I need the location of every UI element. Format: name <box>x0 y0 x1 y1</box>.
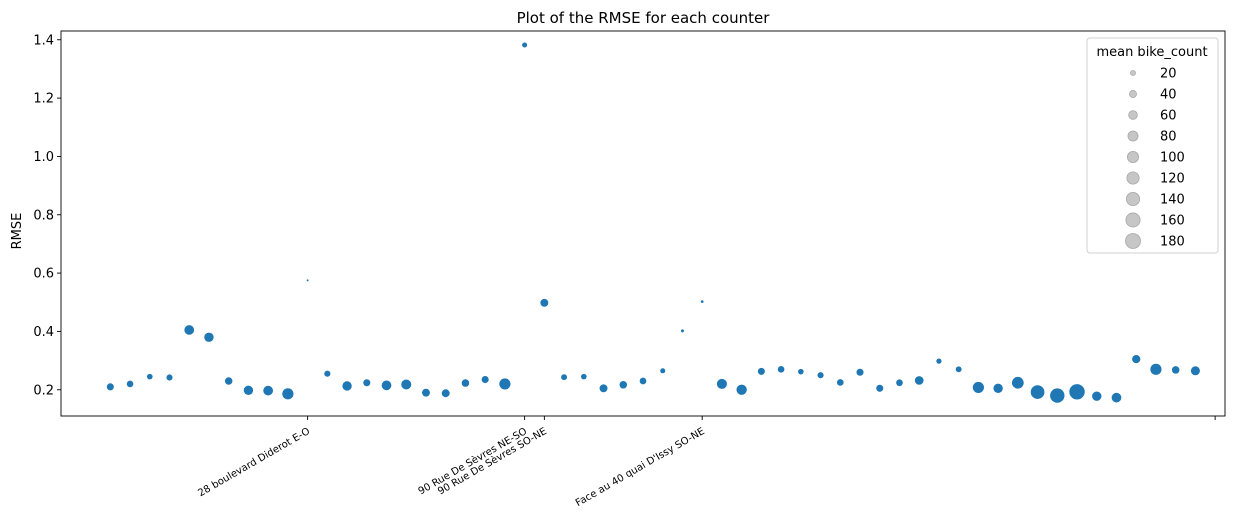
data-point <box>204 332 214 342</box>
plot-frame <box>60 30 1226 417</box>
legend-entries: 20 40 60 80 100 120 140 160 180 <box>1125 67 1185 250</box>
data-point <box>836 379 844 386</box>
legend-marker <box>1127 130 1139 142</box>
data-point <box>263 385 274 396</box>
data-point <box>1190 366 1200 376</box>
data-point <box>481 375 489 384</box>
data-point <box>660 368 666 374</box>
x-tick-label: Face au 40 quai D'Issy SO-NE <box>574 426 707 509</box>
x-tick-label: 90 Rue De Sèvres NE-SO <box>416 425 529 497</box>
y-tick-label: 1.4 <box>33 33 54 48</box>
legend-marker <box>1128 110 1138 120</box>
legend-label: 140 <box>1160 193 1185 208</box>
data-point <box>936 358 942 364</box>
legend-label: 80 <box>1160 130 1177 145</box>
data-point <box>817 372 824 379</box>
x-axis: 28 boulevard Diderot E-O 90 Rue De Sèvres… <box>196 416 1216 509</box>
y-tick-label: 1.2 <box>33 92 54 107</box>
chart-title: Plot of the RMSE for each counter <box>517 9 771 27</box>
legend-marker <box>1129 90 1137 98</box>
data-point <box>680 329 684 333</box>
data-point <box>363 379 371 387</box>
data-point <box>401 379 412 390</box>
legend-title: mean bike_count <box>1096 45 1207 60</box>
legend-label: 40 <box>1160 88 1177 103</box>
data-point <box>914 376 924 385</box>
legend-box <box>1086 37 1219 254</box>
legend-marker <box>1125 233 1141 249</box>
data-point <box>282 388 294 400</box>
legend-label: 20 <box>1160 67 1177 82</box>
data-point <box>972 381 984 394</box>
data-point <box>306 279 309 282</box>
data-point <box>126 380 134 388</box>
data-point <box>184 325 195 335</box>
data-point <box>757 367 765 375</box>
data-point <box>499 378 511 390</box>
data-point <box>896 379 903 387</box>
data-point <box>955 366 962 373</box>
data-point <box>1150 363 1162 375</box>
legend-marker <box>1125 212 1141 228</box>
data-point <box>381 380 392 391</box>
y-tick-label: 0.6 <box>33 267 54 282</box>
data-point <box>876 384 884 392</box>
data-point <box>166 374 173 381</box>
legend-label: 160 <box>1160 214 1185 229</box>
data-point <box>324 370 331 377</box>
y-tick-label: 0.2 <box>33 383 54 398</box>
data-point <box>1069 384 1085 400</box>
legend-marker <box>1125 191 1141 207</box>
data-point <box>1011 376 1024 389</box>
x-tick-label: 28 boulevard Diderot E-O <box>196 426 312 499</box>
legend-marker <box>1126 171 1140 185</box>
data-point <box>461 379 470 387</box>
data-point <box>581 373 587 380</box>
legend-label: 60 <box>1160 109 1177 124</box>
y-tick-label: 0.8 <box>33 208 54 223</box>
size-legend: mean bike_count 20 40 60 80 100 120 140 160 180 <box>1086 37 1219 254</box>
data-point <box>639 377 647 385</box>
legend-label: 180 <box>1160 235 1185 250</box>
data-point <box>1092 391 1102 401</box>
y-tick-label: 1.0 <box>33 150 54 165</box>
data-point <box>1030 385 1045 399</box>
data-point <box>798 368 804 375</box>
data-point <box>1171 366 1180 374</box>
data-point <box>342 381 352 391</box>
y-axis-label: RMSE <box>10 213 25 250</box>
data-point <box>700 300 704 304</box>
data-point <box>1050 388 1065 403</box>
legend-marker <box>1127 150 1140 163</box>
data-point <box>1132 354 1141 364</box>
legend-label: 120 <box>1160 172 1185 187</box>
data-point <box>716 378 727 389</box>
data-point <box>522 42 528 48</box>
data-point <box>146 373 153 380</box>
data-point <box>1111 392 1122 403</box>
data-point <box>856 368 864 376</box>
data-point <box>777 366 785 373</box>
legend-marker <box>1130 70 1136 76</box>
data-point <box>441 389 450 398</box>
data-point <box>619 381 628 389</box>
data-point <box>243 385 254 396</box>
legend-label: 100 <box>1160 151 1185 166</box>
data-point <box>106 383 114 391</box>
y-tick-label: 0.4 <box>33 325 54 340</box>
data-point <box>224 377 233 385</box>
data-points <box>106 42 1200 403</box>
x-tick-label: 90 Rue De Sèvres SO-NE <box>436 425 549 497</box>
data-point <box>540 298 549 307</box>
data-point <box>993 383 1003 393</box>
data-point <box>422 388 430 397</box>
data-point <box>561 374 568 381</box>
y-axis: 0.2 0.4 0.6 0.8 1.0 1.2 1.4 <box>33 33 61 398</box>
data-point <box>599 384 608 393</box>
data-point <box>736 384 747 395</box>
